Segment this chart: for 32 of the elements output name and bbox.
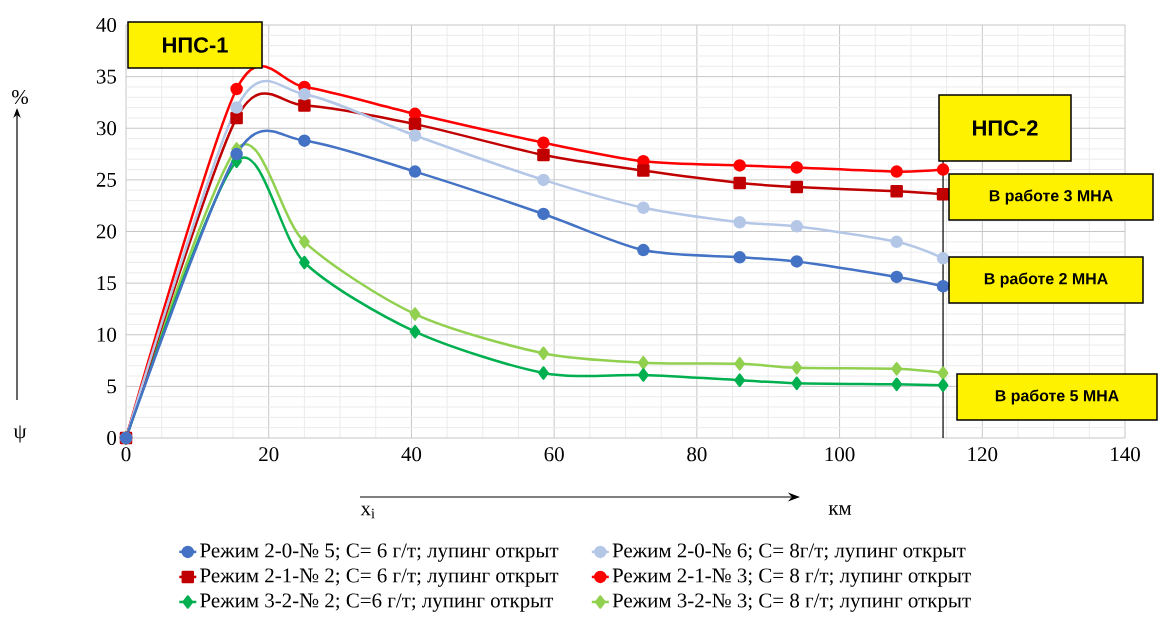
text: км bbox=[828, 505, 852, 515]
annotation: В работе 5 МНА bbox=[995, 389, 1119, 405]
annotation: НПС-1 bbox=[163, 37, 228, 53]
y-axis-title: ψ bbox=[13, 425, 27, 443]
x-tick-label: 20 bbox=[259, 447, 279, 462]
x-tick-label: 0 bbox=[121, 447, 131, 462]
annotation: НПС-2 bbox=[973, 120, 1038, 136]
annotation: В работе 3 МНА bbox=[989, 189, 1113, 205]
annotation: В работе 2 МНА bbox=[984, 272, 1108, 288]
text: % bbox=[12, 89, 29, 105]
y-tick-label: 5 bbox=[107, 379, 117, 394]
y-tick-label: 15 bbox=[97, 276, 117, 291]
x-axis-title: x$_{i}$ bbox=[360, 505, 375, 519]
y-tick-label: 30 bbox=[96, 121, 117, 136]
x-tick-label: 60 bbox=[544, 447, 564, 462]
x-tick-label: 120 bbox=[968, 447, 998, 462]
legend-label: Режим 2-0-№ 5; С= 6 г/т; лупинг открыт bbox=[200, 543, 559, 562]
legend-label: Режим 3-2-№ 3; С= 8 г/т; лупинг открыт bbox=[612, 593, 971, 612]
x-tick-label: 40 bbox=[401, 447, 422, 462]
legend-label: Режим 2-1-№ 3; С= 8 г/т; лупинг открыт bbox=[612, 568, 971, 587]
legend-label: Режим 2-0-№ 6; С= 8г/т; лупинг открыт bbox=[612, 543, 966, 562]
y-tick-label: 40 bbox=[96, 17, 117, 33]
y-tick-label: 35 bbox=[96, 69, 117, 84]
y-tick-label: 10 bbox=[97, 327, 117, 342]
legend-label: Режим 3-2-№ 2; С=6 г/т; лупинг открыт bbox=[200, 593, 554, 612]
y-tick-label: 25 bbox=[96, 172, 117, 187]
x-tick-label: 80 bbox=[687, 447, 707, 462]
legend-label: Режим 2-1-№ 2; С= 6 г/т; лупинг открыт bbox=[200, 568, 559, 587]
y-tick-label: 0 bbox=[107, 430, 117, 446]
x-tick-label: 100 bbox=[825, 447, 855, 462]
x-tick-label: 140 bbox=[1111, 447, 1140, 462]
y-tick-label: 20 bbox=[96, 224, 117, 239]
